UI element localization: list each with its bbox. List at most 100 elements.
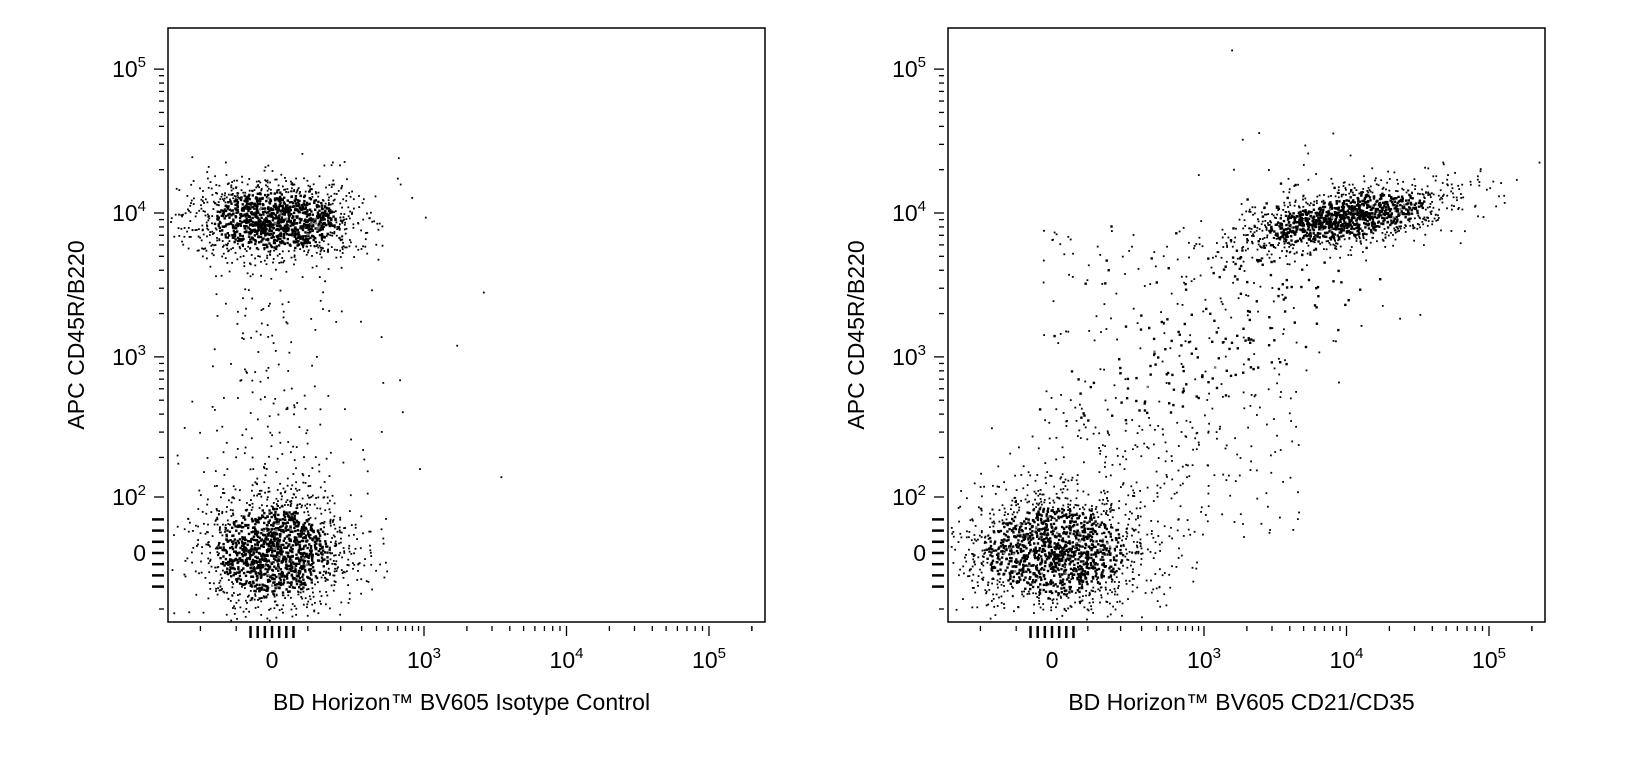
event-point [234, 550, 238, 553]
event-point [277, 244, 281, 247]
event-point [216, 239, 219, 242]
event-point [295, 536, 298, 539]
event-point [264, 557, 268, 561]
event-point [1399, 203, 1402, 207]
event-point [332, 161, 334, 164]
event-point [1248, 227, 1250, 230]
event-point [280, 530, 283, 533]
event-point [225, 527, 227, 529]
event-point [222, 209, 225, 213]
event-point [341, 220, 344, 223]
event-point [222, 246, 224, 248]
event-point [263, 248, 266, 251]
event-point [992, 520, 995, 523]
event-point [291, 182, 294, 184]
event-point [1373, 215, 1376, 219]
event-point [1338, 219, 1341, 222]
event-point [311, 229, 314, 232]
event-point [241, 234, 244, 238]
event-point [1073, 545, 1076, 548]
event-point [1367, 194, 1370, 197]
event-point [1232, 261, 1235, 263]
event-point [303, 211, 307, 215]
event-point [319, 250, 322, 253]
event-point [271, 551, 274, 554]
event-point [1279, 217, 1282, 220]
event-point [500, 476, 503, 479]
event-point [1329, 206, 1332, 210]
event-point [348, 547, 350, 550]
event-point [262, 227, 266, 230]
event-point [301, 473, 304, 475]
event-point [1317, 240, 1320, 243]
event-point [272, 231, 275, 235]
event-point [270, 236, 273, 239]
event-point [1401, 199, 1404, 203]
event-point [1266, 236, 1268, 239]
event-point [216, 593, 219, 596]
event-point [1338, 211, 1341, 214]
event-point [247, 526, 250, 530]
event-point [1425, 219, 1427, 222]
event-point [236, 571, 239, 574]
event-point [1383, 228, 1386, 230]
event-point [222, 555, 225, 558]
event-point [239, 247, 242, 250]
event-point [1294, 225, 1298, 228]
event-point [219, 546, 222, 549]
event-point [1107, 514, 1109, 516]
event-point [1306, 222, 1309, 225]
x-tick-label: 105 [692, 645, 726, 673]
event-point [1347, 224, 1350, 227]
event-point [289, 530, 292, 533]
event-point [269, 244, 273, 247]
event-point [1265, 229, 1268, 231]
event-point [260, 206, 263, 209]
event-point [339, 531, 342, 534]
event-point [329, 607, 331, 610]
event-point [1354, 210, 1357, 213]
event-point [230, 248, 233, 251]
event-point [1314, 218, 1317, 222]
event-point [1225, 260, 1228, 263]
event-point [268, 233, 271, 236]
event-point [252, 212, 256, 215]
event-point [227, 579, 230, 581]
event-point [221, 240, 224, 242]
event-point [187, 518, 190, 520]
event-point [318, 220, 322, 223]
event-point [337, 566, 339, 569]
event-point [1220, 256, 1223, 259]
event-point [323, 236, 326, 239]
event-point [241, 555, 244, 558]
event-point [182, 213, 184, 216]
event-point [323, 164, 326, 167]
event-point [347, 215, 350, 218]
event-point [1336, 242, 1339, 245]
event-point [244, 221, 248, 224]
event-point [1314, 222, 1317, 226]
event-point [302, 566, 305, 570]
event-point [265, 535, 268, 538]
event-point [282, 261, 285, 264]
event-point [322, 213, 325, 216]
event-point [170, 221, 172, 223]
event-point [249, 590, 252, 592]
event-point [171, 569, 174, 571]
event-point [252, 562, 255, 566]
event-point [324, 214, 327, 217]
event-point [1339, 214, 1342, 217]
event-point [1396, 201, 1399, 205]
event-point [291, 561, 295, 564]
event-point [312, 236, 316, 239]
event-point [307, 237, 310, 241]
event-point [250, 545, 254, 548]
event-point [204, 198, 207, 201]
event-point [209, 231, 212, 233]
event-point [232, 229, 235, 232]
event-point [1405, 208, 1408, 211]
event-point [251, 548, 254, 551]
event-point [309, 198, 313, 201]
event-point [1422, 223, 1425, 226]
event-point [279, 240, 282, 244]
